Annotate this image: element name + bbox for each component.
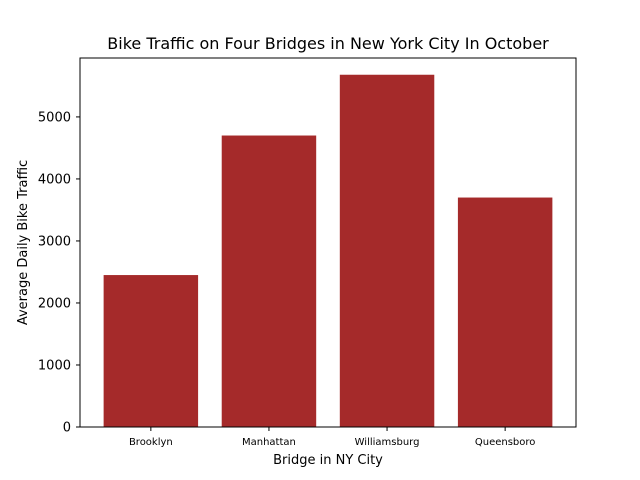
x-tick-label: Manhattan bbox=[242, 437, 296, 448]
x-tick-label: Brooklyn bbox=[129, 437, 173, 448]
y-tick-label: 1000 bbox=[38, 358, 71, 373]
y-tick-label: 3000 bbox=[38, 234, 71, 249]
x-tick-label: Queensboro bbox=[475, 437, 536, 448]
x-axis-label: Bridge in NY City bbox=[273, 453, 383, 468]
y-tick-label: 4000 bbox=[38, 172, 71, 187]
y-axis-ticks: 0 1000 2000 3000 4000 5000 bbox=[38, 110, 80, 436]
chart-title: Bike Traffic on Four Bridges in New York… bbox=[107, 34, 549, 53]
plot-frame bbox=[79, 57, 577, 428]
bar-manhattan bbox=[221, 135, 317, 428]
y-tick-label: 2000 bbox=[38, 296, 71, 311]
bars-group bbox=[103, 74, 553, 428]
bar-brooklyn bbox=[103, 275, 199, 427]
y-tick-label: 5000 bbox=[38, 110, 71, 125]
x-axis-ticks: Brooklyn Manhattan Williamsburg Queensboro bbox=[129, 427, 535, 448]
bar-williamsburg bbox=[339, 74, 435, 427]
x-tick-label: Williamsburg bbox=[355, 437, 420, 448]
y-axis-label: Average Daily Bike Traffic bbox=[16, 160, 31, 325]
bar-queensboro bbox=[457, 197, 553, 427]
y-tick-label: 0 bbox=[63, 421, 71, 436]
